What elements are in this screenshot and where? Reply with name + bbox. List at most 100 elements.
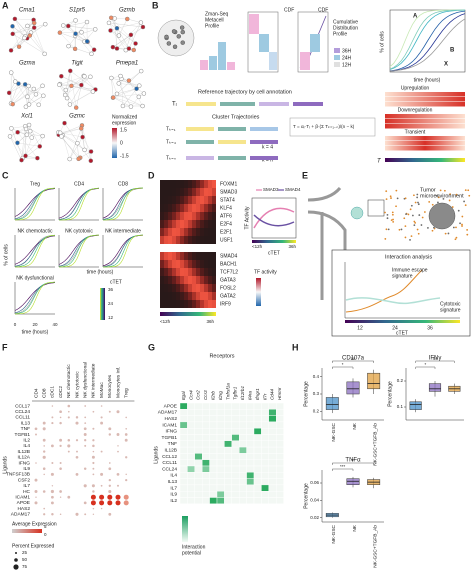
- heat-cell: [180, 268, 184, 276]
- heat-cell: [253, 453, 262, 460]
- panel-label: E: [302, 170, 308, 180]
- network-edge: [27, 96, 39, 105]
- heat-cell: [172, 212, 176, 220]
- network-edge: [112, 26, 144, 48]
- legend-label: 12H: [342, 62, 352, 68]
- marker-label: A: [413, 14, 418, 20]
- network-edge: [68, 45, 92, 54]
- network-edge: [111, 77, 140, 86]
- heat-cell: [253, 472, 262, 479]
- network-node: [29, 135, 35, 140]
- heat-cell: [268, 491, 277, 498]
- heat-cell: [212, 276, 216, 284]
- heat-cell: [196, 188, 200, 196]
- cdf-step: [249, 14, 259, 34]
- heat-cell: [179, 428, 188, 435]
- box: [346, 381, 360, 395]
- heat-cell: [164, 260, 168, 268]
- heat-cell: [231, 434, 240, 442]
- heat-cell: [176, 220, 180, 228]
- heat-cell: [209, 459, 218, 467]
- heat-cell: [168, 292, 172, 300]
- immune-cell: [350, 206, 364, 220]
- expression-dot: [59, 421, 62, 425]
- heat-cell: [238, 421, 247, 429]
- heat-cell: [209, 465, 218, 473]
- heat-cell: [224, 421, 232, 429]
- heat-cell: [208, 188, 212, 196]
- heat-cell: [196, 204, 200, 212]
- cdf-label: CDF: [284, 7, 294, 13]
- heat-cell: [276, 440, 284, 448]
- tme-dot: [390, 219, 393, 222]
- heat-cell: [261, 415, 269, 423]
- network-node: [62, 120, 67, 126]
- heat-cell: [204, 292, 208, 300]
- heat-cell: [224, 472, 232, 479]
- annotation: Immune escape: [392, 267, 428, 273]
- network-edge: [120, 75, 144, 94]
- expression-dot: [35, 462, 37, 464]
- heat-cell: [179, 453, 188, 460]
- expression-dot: [125, 416, 128, 419]
- heat-cell: [201, 421, 210, 429]
- heat-cell: [194, 434, 203, 442]
- x-tick-label: 36h: [288, 244, 296, 249]
- network-node: [23, 126, 29, 132]
- tme-dot: [409, 208, 412, 211]
- heat-cell: [179, 434, 188, 442]
- subplot-title: NK dysfunctional: [16, 275, 54, 281]
- heat-cell: [168, 268, 172, 276]
- expression-dot: [91, 455, 95, 459]
- column-label: Il2rg: [218, 391, 223, 400]
- network-edge: [113, 93, 144, 98]
- network-node: [78, 126, 84, 131]
- heat-cell: [194, 428, 203, 435]
- cdf-line: [389, 18, 466, 72]
- trajectory-label: Tₖ₌₄: [166, 139, 176, 145]
- legend-bar: [256, 278, 261, 306]
- expression-dot: [67, 495, 71, 499]
- heat-cell: [200, 236, 204, 244]
- heat-cell: [187, 491, 195, 498]
- escape-curve: [345, 269, 423, 313]
- heat-cell: [160, 260, 164, 268]
- network-node: [84, 39, 90, 44]
- network-node: [120, 103, 126, 109]
- heat-cell: [268, 472, 277, 479]
- plot-frame: [389, 9, 466, 73]
- network-node: [79, 30, 84, 35]
- expression-dot: [59, 496, 62, 498]
- network-node: [110, 44, 116, 50]
- heat-cell: [253, 402, 262, 410]
- trajectory-label: Tᵣ: [172, 102, 178, 108]
- heat-cell: [172, 252, 176, 260]
- x-tick-label: <12h: [252, 244, 263, 249]
- trajectory-line: [102, 187, 144, 219]
- row-label: ICAM1: [162, 422, 177, 428]
- panel-label: F: [2, 342, 8, 352]
- heat-cell: [253, 421, 262, 429]
- pattern-heat: [385, 102, 465, 107]
- annotation: Cytotoxic: [440, 301, 461, 307]
- heat-cell: [187, 402, 195, 410]
- column-label: CD4: [33, 388, 39, 398]
- heat-cell: [246, 415, 255, 423]
- plot-frame: [251, 197, 297, 239]
- heat-cell: [168, 260, 172, 268]
- panel-label: A: [2, 0, 9, 10]
- network-node: [126, 46, 132, 51]
- annotation: signature: [392, 273, 413, 279]
- sig-bracket: [415, 360, 455, 363]
- tme-dot: [398, 228, 401, 231]
- row-label: IL4: [170, 473, 177, 479]
- row-label: TGFB1: [15, 432, 31, 438]
- heat-cell: [188, 300, 192, 308]
- heat-cell: [261, 434, 269, 442]
- sig-label: ns: [433, 356, 439, 361]
- subplot-title: CD4: [74, 181, 84, 187]
- heat-cell: [276, 446, 284, 454]
- column-label: cDC1: [50, 386, 56, 398]
- column-label: Monocytes Inf.: [115, 367, 121, 398]
- network-edge: [58, 132, 83, 138]
